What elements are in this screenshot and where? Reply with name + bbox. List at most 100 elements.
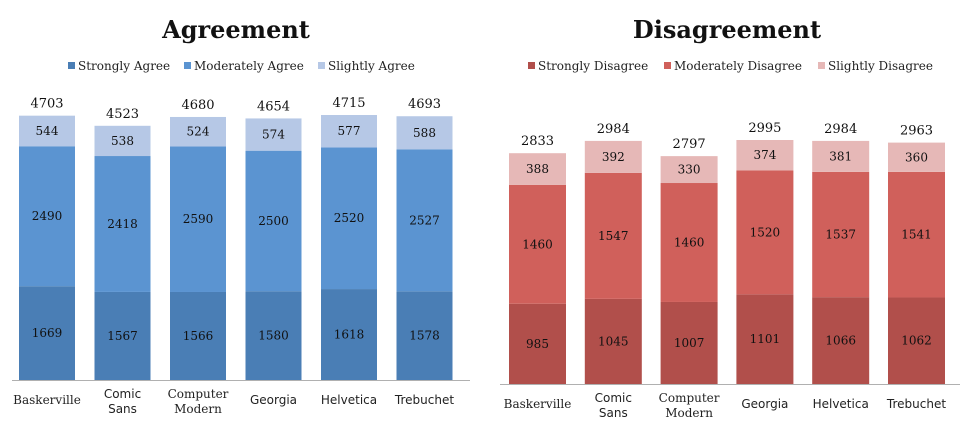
data-label-moderately-agree-trebuchet: 2527 bbox=[409, 213, 440, 227]
bar-slightly-agree-comic-sans bbox=[94, 125, 151, 157]
bar-strongly-disagree-georgia bbox=[736, 294, 794, 384]
data-label-strongly-agree-helvetica: 1618 bbox=[334, 328, 365, 342]
bar-slightly-disagree-trebuchet bbox=[888, 142, 945, 172]
bar-slightly-agree-baskerville bbox=[19, 115, 75, 147]
bar-strongly-disagree-baskerville bbox=[509, 303, 566, 384]
data-label-moderately-disagree-baskerville: 1460 bbox=[522, 237, 553, 251]
bar-strongly-disagree-helvetica bbox=[812, 297, 870, 384]
data-label-strongly-disagree-helvetica: 1066 bbox=[825, 334, 856, 348]
bar-slightly-disagree-baskerville bbox=[509, 153, 566, 185]
bar-moderately-disagree-computer-modern bbox=[660, 183, 718, 302]
legend-label-slightly-agree: Slightly Agree bbox=[328, 59, 415, 73]
bar-strongly-disagree-comic-sans bbox=[584, 298, 642, 384]
tick-label-georgia: Georgia bbox=[250, 393, 297, 407]
legend-swatch-strongly-disagree bbox=[528, 62, 535, 69]
bar-slightly-disagree-computer-modern bbox=[660, 156, 718, 184]
total-label-helvetica: 4715 bbox=[332, 96, 365, 111]
tick-label-computer-modern: Computer Modern bbox=[659, 391, 720, 420]
tick-label-helvetica: Helvetica bbox=[813, 397, 869, 411]
legend-swatch-moderately-agree bbox=[184, 62, 191, 69]
tick-label-comic-sans: Comic Sans bbox=[595, 391, 632, 420]
legend-label-strongly-agree: Strongly Agree bbox=[78, 59, 170, 73]
data-label-slightly-disagree-georgia: 374 bbox=[753, 148, 776, 162]
bar-moderately-disagree-baskerville bbox=[509, 184, 566, 304]
data-label-slightly-agree-trebuchet: 588 bbox=[413, 126, 436, 140]
tick-label-trebuchet: Trebuchet bbox=[886, 397, 946, 411]
data-label-strongly-agree-baskerville: 1669 bbox=[32, 326, 63, 340]
tick-label-georgia: Georgia bbox=[741, 397, 788, 411]
legend-label-slightly-disagree: Slightly Disagree bbox=[828, 59, 933, 73]
bar-slightly-disagree-helvetica bbox=[812, 140, 870, 172]
data-label-moderately-agree-georgia: 2500 bbox=[258, 214, 289, 228]
data-label-slightly-agree-computer-modern: 524 bbox=[187, 125, 210, 139]
data-label-moderately-disagree-computer-modern: 1460 bbox=[674, 235, 705, 249]
bar-moderately-disagree-helvetica bbox=[812, 171, 870, 298]
total-label-comic-sans: 2984 bbox=[597, 122, 630, 137]
total-label-georgia: 2995 bbox=[748, 121, 781, 136]
bar-moderately-disagree-trebuchet bbox=[888, 171, 945, 298]
data-label-slightly-agree-helvetica: 577 bbox=[338, 124, 361, 138]
bar-slightly-disagree-comic-sans bbox=[584, 140, 642, 173]
tick-label-trebuchet: Trebuchet bbox=[394, 393, 454, 407]
data-label-moderately-disagree-georgia: 1520 bbox=[750, 225, 781, 239]
bar-slightly-agree-helvetica bbox=[321, 115, 377, 148]
legend-label-moderately-disagree: Moderately Disagree bbox=[674, 59, 802, 73]
data-label-strongly-disagree-trebuchet: 1062 bbox=[901, 334, 932, 348]
data-label-slightly-agree-comic-sans: 538 bbox=[111, 134, 134, 148]
data-label-moderately-agree-baskerville: 2490 bbox=[32, 209, 63, 223]
bar-moderately-agree-computer-modern bbox=[170, 146, 226, 292]
total-label-helvetica: 2984 bbox=[824, 122, 857, 137]
chart-title: Disagreement bbox=[633, 15, 821, 44]
total-label-comic-sans: 4523 bbox=[106, 107, 139, 122]
bar-slightly-disagree-georgia bbox=[736, 140, 794, 171]
legend-swatch-slightly-agree bbox=[318, 62, 325, 69]
bar-moderately-disagree-georgia bbox=[736, 170, 794, 295]
data-label-slightly-disagree-trebuchet: 360 bbox=[905, 150, 928, 164]
bar-strongly-disagree-trebuchet bbox=[888, 297, 945, 384]
total-label-baskerville: 4703 bbox=[30, 97, 63, 112]
total-label-baskerville: 2833 bbox=[521, 134, 554, 149]
data-label-slightly-disagree-comic-sans: 392 bbox=[602, 150, 625, 164]
bar-slightly-agree-trebuchet bbox=[396, 116, 453, 150]
bar-moderately-agree-comic-sans bbox=[94, 156, 151, 292]
legend-swatch-slightly-disagree bbox=[818, 62, 825, 69]
tick-label-comic-sans: Comic Sans bbox=[104, 387, 141, 416]
total-label-trebuchet: 2963 bbox=[900, 124, 933, 139]
data-label-strongly-disagree-comic-sans: 1045 bbox=[598, 334, 629, 348]
legend-swatch-moderately-disagree bbox=[664, 62, 671, 69]
bar-slightly-agree-computer-modern bbox=[170, 116, 226, 147]
data-label-moderately-disagree-helvetica: 1537 bbox=[825, 228, 856, 242]
agreement-chart: Agreement Strongly Agree Moderately Agree S… bbox=[12, 15, 470, 416]
tick-label-helvetica: Helvetica bbox=[321, 393, 377, 407]
total-label-trebuchet: 4693 bbox=[408, 97, 441, 112]
data-label-strongly-disagree-computer-modern: 1007 bbox=[674, 336, 705, 350]
data-label-slightly-agree-georgia: 574 bbox=[262, 128, 285, 142]
data-label-strongly-disagree-baskerville: 985 bbox=[526, 337, 549, 351]
data-label-slightly-disagree-baskerville: 388 bbox=[526, 162, 549, 176]
total-label-georgia: 4654 bbox=[257, 99, 290, 114]
bar-moderately-disagree-comic-sans bbox=[584, 172, 642, 299]
chart-title: Agreement bbox=[161, 15, 310, 44]
data-label-strongly-agree-trebuchet: 1578 bbox=[409, 329, 440, 343]
data-label-moderately-agree-computer-modern: 2590 bbox=[183, 212, 214, 226]
data-label-moderately-agree-comic-sans: 2418 bbox=[107, 217, 138, 231]
data-label-strongly-disagree-georgia: 1101 bbox=[750, 332, 781, 346]
bar-moderately-agree-helvetica bbox=[321, 147, 377, 290]
data-label-slightly-disagree-helvetica: 381 bbox=[829, 149, 852, 163]
data-label-moderately-disagree-comic-sans: 1547 bbox=[598, 229, 629, 243]
disagreement-chart: Disagreement Strongly Disagree Moderately … bbox=[500, 15, 960, 420]
bar-strongly-agree-baskerville bbox=[19, 286, 75, 380]
data-label-strongly-agree-georgia: 1580 bbox=[258, 329, 289, 343]
bar-moderately-agree-georgia bbox=[245, 150, 302, 292]
bar-moderately-agree-trebuchet bbox=[396, 149, 453, 292]
total-label-computer-modern: 2797 bbox=[673, 137, 706, 152]
data-label-moderately-agree-helvetica: 2520 bbox=[334, 211, 365, 225]
bar-strongly-agree-helvetica bbox=[321, 289, 377, 380]
legend-swatch-strongly-agree bbox=[68, 62, 75, 69]
bar-moderately-agree-baskerville bbox=[19, 146, 75, 287]
data-label-strongly-agree-computer-modern: 1566 bbox=[183, 329, 214, 343]
bar-strongly-agree-computer-modern bbox=[170, 291, 226, 380]
tick-label-baskerville: Baskerville bbox=[13, 393, 81, 407]
legend-label-strongly-disagree: Strongly Disagree bbox=[538, 59, 648, 73]
bar-strongly-disagree-computer-modern bbox=[660, 301, 718, 384]
